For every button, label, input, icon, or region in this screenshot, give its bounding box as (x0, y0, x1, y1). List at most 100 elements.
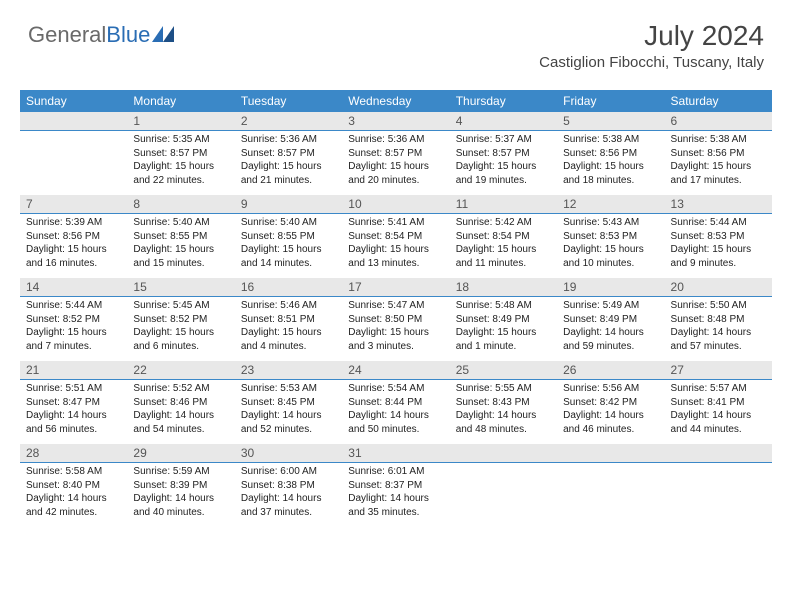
calendar-day-cell: 16Sunrise: 5:46 AMSunset: 8:51 PMDayligh… (235, 278, 342, 361)
sunset-text: Sunset: 8:57 PM (348, 147, 443, 161)
calendar-week-row: 1Sunrise: 5:35 AMSunset: 8:57 PMDaylight… (20, 112, 772, 195)
sunset-text: Sunset: 8:52 PM (26, 313, 121, 327)
day-number: 22 (127, 361, 234, 380)
sunrise-text: Sunrise: 5:36 AM (348, 133, 443, 147)
location-label: Castiglion Fibocchi, Tuscany, Italy (539, 54, 764, 71)
calendar-day-cell: 19Sunrise: 5:49 AMSunset: 8:49 PMDayligh… (557, 278, 664, 361)
calendar-day-cell (665, 444, 772, 527)
sunrise-text: Sunrise: 5:40 AM (241, 216, 336, 230)
sunset-text: Sunset: 8:44 PM (348, 396, 443, 410)
calendar-day-cell: 13Sunrise: 5:44 AMSunset: 8:53 PMDayligh… (665, 195, 772, 278)
daylight-text: Daylight: 15 hours and 9 minutes. (671, 243, 766, 270)
daylight-text: Daylight: 14 hours and 37 minutes. (241, 492, 336, 519)
daylight-text: Daylight: 15 hours and 20 minutes. (348, 160, 443, 187)
daylight-text: Daylight: 14 hours and 48 minutes. (456, 409, 551, 436)
sunrise-text: Sunrise: 5:41 AM (348, 216, 443, 230)
daylight-text: Daylight: 15 hours and 11 minutes. (456, 243, 551, 270)
calendar-day-cell: 26Sunrise: 5:56 AMSunset: 8:42 PMDayligh… (557, 361, 664, 444)
daylight-text: Daylight: 14 hours and 57 minutes. (671, 326, 766, 353)
day-number: 15 (127, 278, 234, 297)
day-details: Sunrise: 5:40 AMSunset: 8:55 PMDaylight:… (235, 214, 342, 278)
calendar-day-cell: 11Sunrise: 5:42 AMSunset: 8:54 PMDayligh… (450, 195, 557, 278)
daylight-text: Daylight: 15 hours and 3 minutes. (348, 326, 443, 353)
calendar-day-cell: 14Sunrise: 5:44 AMSunset: 8:52 PMDayligh… (20, 278, 127, 361)
sunset-text: Sunset: 8:40 PM (26, 479, 121, 493)
daylight-text: Daylight: 15 hours and 21 minutes. (241, 160, 336, 187)
weekday-header: Wednesday (342, 90, 449, 112)
day-details: Sunrise: 6:00 AMSunset: 8:38 PMDaylight:… (235, 463, 342, 527)
sunrise-text: Sunrise: 5:59 AM (133, 465, 228, 479)
sunset-text: Sunset: 8:43 PM (456, 396, 551, 410)
day-number: 10 (342, 195, 449, 214)
sunset-text: Sunset: 8:39 PM (133, 479, 228, 493)
day-details: Sunrise: 5:36 AMSunset: 8:57 PMDaylight:… (235, 131, 342, 195)
sunset-text: Sunset: 8:48 PM (671, 313, 766, 327)
day-number: 5 (557, 112, 664, 131)
calendar-day-cell: 2Sunrise: 5:36 AMSunset: 8:57 PMDaylight… (235, 112, 342, 195)
brand-part-2: Blue (106, 22, 150, 48)
calendar-day-cell: 27Sunrise: 5:57 AMSunset: 8:41 PMDayligh… (665, 361, 772, 444)
calendar-day-cell: 12Sunrise: 5:43 AMSunset: 8:53 PMDayligh… (557, 195, 664, 278)
day-number: 19 (557, 278, 664, 297)
calendar-day-cell: 28Sunrise: 5:58 AMSunset: 8:40 PMDayligh… (20, 444, 127, 527)
calendar-day-cell: 7Sunrise: 5:39 AMSunset: 8:56 PMDaylight… (20, 195, 127, 278)
sunrise-text: Sunrise: 5:42 AM (456, 216, 551, 230)
calendar-day-cell: 9Sunrise: 5:40 AMSunset: 8:55 PMDaylight… (235, 195, 342, 278)
day-number: 26 (557, 361, 664, 380)
calendar: Sunday Monday Tuesday Wednesday Thursday… (20, 90, 772, 527)
daylight-text: Daylight: 14 hours and 42 minutes. (26, 492, 121, 519)
daylight-text: Daylight: 14 hours and 56 minutes. (26, 409, 121, 436)
calendar-day-cell: 10Sunrise: 5:41 AMSunset: 8:54 PMDayligh… (342, 195, 449, 278)
sunset-text: Sunset: 8:53 PM (563, 230, 658, 244)
weekday-header: Thursday (450, 90, 557, 112)
day-number: 2 (235, 112, 342, 131)
day-details: Sunrise: 5:56 AMSunset: 8:42 PMDaylight:… (557, 380, 664, 444)
day-details: Sunrise: 5:39 AMSunset: 8:56 PMDaylight:… (20, 214, 127, 278)
weekday-header-row: Sunday Monday Tuesday Wednesday Thursday… (20, 90, 772, 112)
calendar-day-cell: 24Sunrise: 5:54 AMSunset: 8:44 PMDayligh… (342, 361, 449, 444)
sunset-text: Sunset: 8:49 PM (563, 313, 658, 327)
calendar-day-cell: 18Sunrise: 5:48 AMSunset: 8:49 PMDayligh… (450, 278, 557, 361)
daylight-text: Daylight: 14 hours and 59 minutes. (563, 326, 658, 353)
day-details: Sunrise: 5:43 AMSunset: 8:53 PMDaylight:… (557, 214, 664, 278)
day-details: Sunrise: 5:37 AMSunset: 8:57 PMDaylight:… (450, 131, 557, 195)
day-details: Sunrise: 5:58 AMSunset: 8:40 PMDaylight:… (20, 463, 127, 527)
daylight-text: Daylight: 15 hours and 1 minute. (456, 326, 551, 353)
calendar-day-cell: 5Sunrise: 5:38 AMSunset: 8:56 PMDaylight… (557, 112, 664, 195)
calendar-day-cell: 30Sunrise: 6:00 AMSunset: 8:38 PMDayligh… (235, 444, 342, 527)
day-details: Sunrise: 5:51 AMSunset: 8:47 PMDaylight:… (20, 380, 127, 444)
calendar-day-cell: 4Sunrise: 5:37 AMSunset: 8:57 PMDaylight… (450, 112, 557, 195)
day-details: Sunrise: 5:55 AMSunset: 8:43 PMDaylight:… (450, 380, 557, 444)
daylight-text: Daylight: 15 hours and 13 minutes. (348, 243, 443, 270)
sunrise-text: Sunrise: 5:35 AM (133, 133, 228, 147)
daylight-text: Daylight: 14 hours and 46 minutes. (563, 409, 658, 436)
flag-icon (152, 22, 174, 48)
sunrise-text: Sunrise: 6:01 AM (348, 465, 443, 479)
day-number: 29 (127, 444, 234, 463)
day-number: 4 (450, 112, 557, 131)
daylight-text: Daylight: 14 hours and 54 minutes. (133, 409, 228, 436)
sunrise-text: Sunrise: 5:38 AM (671, 133, 766, 147)
sunrise-text: Sunrise: 5:43 AM (563, 216, 658, 230)
sunrise-text: Sunrise: 5:53 AM (241, 382, 336, 396)
day-number: 24 (342, 361, 449, 380)
daylight-text: Daylight: 15 hours and 17 minutes. (671, 160, 766, 187)
day-details: Sunrise: 5:45 AMSunset: 8:52 PMDaylight:… (127, 297, 234, 361)
calendar-week-row: 7Sunrise: 5:39 AMSunset: 8:56 PMDaylight… (20, 195, 772, 278)
weekday-header: Tuesday (235, 90, 342, 112)
day-details: Sunrise: 5:50 AMSunset: 8:48 PMDaylight:… (665, 297, 772, 361)
day-number: 16 (235, 278, 342, 297)
day-details: Sunrise: 5:35 AMSunset: 8:57 PMDaylight:… (127, 131, 234, 195)
sunrise-text: Sunrise: 5:36 AM (241, 133, 336, 147)
sunset-text: Sunset: 8:38 PM (241, 479, 336, 493)
day-details: Sunrise: 6:01 AMSunset: 8:37 PMDaylight:… (342, 463, 449, 527)
sunset-text: Sunset: 8:57 PM (456, 147, 551, 161)
day-details: Sunrise: 5:36 AMSunset: 8:57 PMDaylight:… (342, 131, 449, 195)
sunrise-text: Sunrise: 5:55 AM (456, 382, 551, 396)
daylight-text: Daylight: 15 hours and 10 minutes. (563, 243, 658, 270)
daylight-text: Daylight: 15 hours and 7 minutes. (26, 326, 121, 353)
weekday-header: Saturday (665, 90, 772, 112)
day-number (20, 112, 127, 131)
sunrise-text: Sunrise: 5:50 AM (671, 299, 766, 313)
day-number: 31 (342, 444, 449, 463)
